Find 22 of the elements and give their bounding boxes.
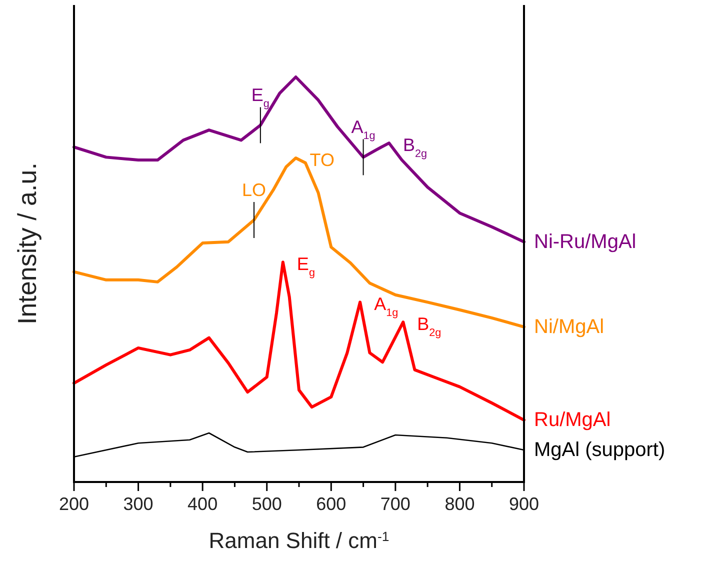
annotation: B$_{2g}$	[417, 314, 442, 340]
annotation: E$_{g}$	[296, 254, 315, 280]
x-tick-label: 300	[123, 494, 154, 514]
annotation: LO	[242, 180, 266, 200]
x-tick-label: 400	[188, 494, 218, 514]
series-label: Ru/MgAl	[534, 409, 611, 432]
annotation: A$_{1g}$	[351, 117, 376, 142]
x-tick-label: 600	[316, 494, 346, 514]
x-axis-title: Raman Shift / cm$^{-1}$	[208, 528, 390, 553]
annotation: B$_{2g}$	[403, 135, 428, 160]
annotation: E$_{g}$	[251, 85, 270, 110]
x-tick-label: 900	[508, 494, 540, 514]
series-label: Ni-Ru/MgAl	[534, 230, 636, 253]
y-axis-title: Intensity / a.u.	[12, 162, 42, 324]
annotation: TO	[310, 150, 334, 170]
series-label: MgAl (support)	[534, 439, 666, 462]
series-label: Ni/MgAl	[534, 316, 604, 338]
annotation: A$_{1g}$	[374, 294, 398, 320]
x-tick-label: 800	[444, 494, 475, 514]
x-tick-label: 500	[252, 494, 282, 514]
x-tick-label: 700	[380, 494, 410, 514]
x-tick-label: 200	[58, 494, 90, 514]
